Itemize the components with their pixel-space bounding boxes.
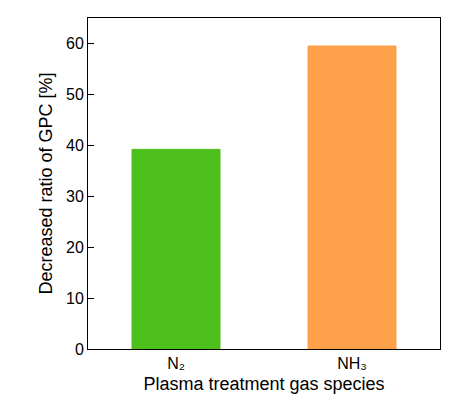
svg-text:20: 20 [66, 239, 84, 256]
svg-text:0: 0 [75, 341, 84, 358]
svg-text:50: 50 [66, 86, 84, 103]
svg-text:NH₃: NH₃ [337, 355, 367, 372]
svg-text:10: 10 [66, 290, 84, 307]
svg-text:60: 60 [66, 35, 84, 52]
svg-text:40: 40 [66, 137, 84, 154]
svg-text:Plasma treatment gas species: Plasma treatment gas species [143, 374, 384, 394]
svg-text:30: 30 [66, 188, 84, 205]
svg-text:N₂: N₂ [167, 355, 185, 372]
svg-text:Decreased ratio of GPC [%]: Decreased ratio of GPC [%] [36, 72, 56, 294]
